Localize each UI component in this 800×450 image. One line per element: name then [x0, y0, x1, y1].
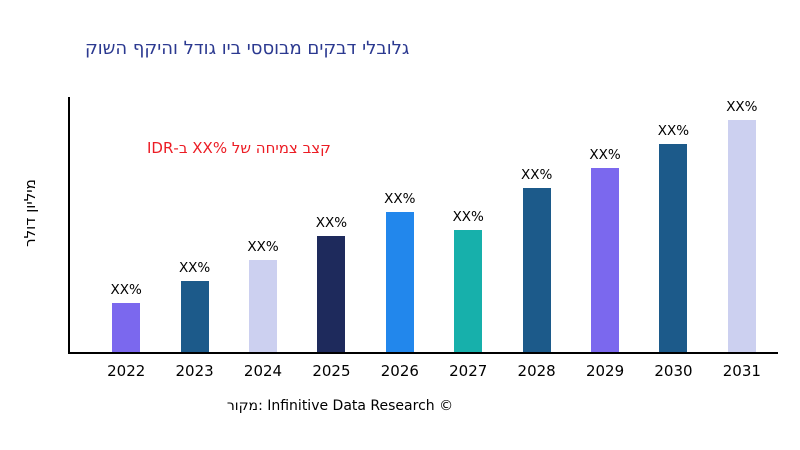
- y-axis-label: מיליון דולר: [21, 179, 39, 247]
- x-tick-label-2027: 2027: [449, 362, 488, 380]
- x-tick-label-2025: 2025: [312, 362, 351, 380]
- bar-value-label: XX%: [452, 209, 484, 225]
- bar-2024: [249, 260, 277, 352]
- bar-value-label: XX%: [589, 147, 621, 163]
- bar-column: XX%: [726, 99, 758, 352]
- bar-slot-2023: XX% 2023: [160, 97, 228, 380]
- bar-2029: [591, 168, 620, 352]
- bar-column: XX%: [179, 260, 210, 352]
- bar-2027: [454, 230, 483, 352]
- bar-value-label: XX%: [520, 167, 553, 183]
- bar-column: XX%: [521, 167, 552, 352]
- bar-column: XX%: [453, 209, 484, 352]
- bar-slot-2026: XX% 2026: [366, 97, 434, 380]
- bar-2025: [317, 236, 346, 352]
- x-axis-line: [68, 352, 778, 354]
- x-tick-label-2030: 2030: [654, 362, 693, 380]
- chart-title: גלובלי דבקים מבוססי ביו גודל והיקף השוק: [85, 38, 410, 59]
- bar-value-label: XX%: [110, 282, 142, 298]
- bar-value-label: XX%: [657, 123, 690, 139]
- bar-column: XX%: [316, 215, 347, 352]
- bar-2026: [385, 212, 414, 352]
- bar-value-label: XX%: [384, 191, 416, 207]
- x-tick-label-2028: 2028: [517, 362, 556, 380]
- x-tick-label-2031: 2031: [722, 362, 761, 380]
- x-tick-label-2026: 2026: [380, 362, 419, 380]
- source-credit: מקור: Infinitive Data Research ©: [226, 398, 454, 414]
- bar-value-label: XX%: [726, 99, 758, 115]
- bar-column: XX%: [658, 123, 689, 352]
- x-tick-label-2022: 2022: [107, 362, 146, 380]
- bar-column: XX%: [247, 239, 279, 352]
- x-tick-label-2024: 2024: [243, 362, 283, 380]
- y-axis-line: [68, 97, 70, 352]
- bar-slot-2027: XX% 2027: [434, 97, 502, 380]
- bar-slot-2025: XX% 2025: [297, 97, 365, 380]
- bar-2028: [522, 188, 551, 352]
- bars-container: XX% 2022 XX% 2023 XX% 2024 XX% 2025 XX% 2026 XX% 20…: [92, 97, 776, 380]
- bar-column: XX%: [111, 282, 142, 352]
- bar-slot-2031: XX% 2031: [708, 97, 776, 380]
- bar-value-label: XX%: [178, 260, 211, 276]
- x-tick-label-2029: 2029: [585, 362, 625, 380]
- bar-column: XX%: [589, 147, 621, 352]
- bar-value-label: XX%: [247, 239, 279, 255]
- bar-slot-2024: XX% 2024: [229, 97, 297, 380]
- bar-slot-2030: XX% 2030: [639, 97, 707, 380]
- bar-column: XX%: [384, 191, 415, 352]
- plot-area: XX% 2022 XX% 2023 XX% 2024 XX% 2025 XX% 2026 XX% 20…: [68, 97, 778, 380]
- bar-slot-2028: XX% 2028: [502, 97, 570, 380]
- bar-2030: [659, 144, 688, 352]
- bar-value-label: XX%: [315, 215, 348, 231]
- bar-2031: [727, 120, 756, 352]
- x-tick-label-2023: 2023: [175, 362, 214, 380]
- bar-slot-2029: XX% 2029: [571, 97, 639, 380]
- bar-slot-2022: XX% 2022: [92, 97, 160, 380]
- bar-2023: [180, 281, 209, 352]
- growth-rate-annotation: קצב צמיחה של XX%‎ ב-IDR: [147, 139, 331, 157]
- bar-2022: [112, 303, 141, 352]
